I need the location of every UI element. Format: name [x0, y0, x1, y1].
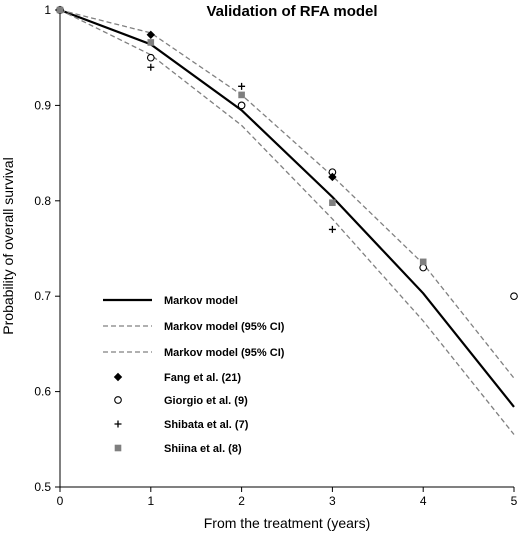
plot-area: 0 1 2 3 4 5 0.5 0.6 0.7 0.8 0.9 1: [34, 3, 518, 508]
data-point-plus: [147, 63, 155, 71]
data-point-square: [147, 39, 155, 46]
data-point-circle-open: [237, 101, 246, 110]
data-point-square: [419, 258, 427, 266]
x-tick-label: 0: [57, 494, 64, 508]
x-tick-label: 5: [511, 494, 518, 508]
x-tick-label: 2: [238, 494, 245, 508]
x-tick-label: 4: [420, 494, 427, 508]
markov-model-line: [59, 8, 515, 408]
markov-ci-line-2: [59, 9, 515, 435]
x-tick-label: 3: [329, 494, 336, 508]
legend-marker-square: [114, 444, 122, 452]
legend-marker-plus: [114, 420, 122, 428]
data-point-diamond: [146, 30, 155, 40]
y-tick-label: 0.5: [34, 480, 51, 494]
data-point-square: [329, 199, 336, 207]
y-tick-label: 0.6: [34, 385, 51, 399]
legend-marker-circle-open: [114, 396, 122, 404]
y-axis-label: Probability of overall survival: [0, 157, 16, 334]
chart-title: Validation of RFA model: [206, 3, 377, 20]
x-axis-label: From the treatment (years): [204, 515, 371, 531]
markov-ci-line-1: [59, 9, 515, 379]
data-point-square: [238, 91, 245, 99]
data-point-square: [56, 6, 64, 14]
legend-label: Giorgio et al. (9): [164, 395, 248, 407]
x-tick-label: 1: [147, 494, 154, 508]
legend-label: Markov model (95% CI): [164, 321, 285, 333]
legend-label: Shibata et al. (7): [164, 419, 249, 431]
data-point-circle-open: [510, 292, 518, 301]
legend: Markov model Markov model (95% CI) Markov …: [103, 295, 285, 455]
data-point-circle-open: [146, 53, 155, 62]
data-point-circle-open: [419, 263, 428, 272]
legend-label: Markov model (95% CI): [164, 347, 285, 359]
y-tick-label: 0.7: [34, 289, 51, 303]
legend-marker-diamond: [113, 372, 123, 382]
legend-label: Fang et al. (21): [164, 372, 241, 384]
y-tick-label: 1: [44, 3, 51, 17]
data-point-diamond: [328, 172, 337, 182]
y-tick-label: 0.8: [34, 194, 51, 208]
data-point-plus: [328, 225, 336, 233]
data-point-plus: [238, 82, 246, 90]
y-tick-label: 0.9: [34, 98, 51, 112]
legend-label: Shiina et al. (8): [164, 443, 242, 455]
legend-label: Markov model: [164, 295, 238, 307]
